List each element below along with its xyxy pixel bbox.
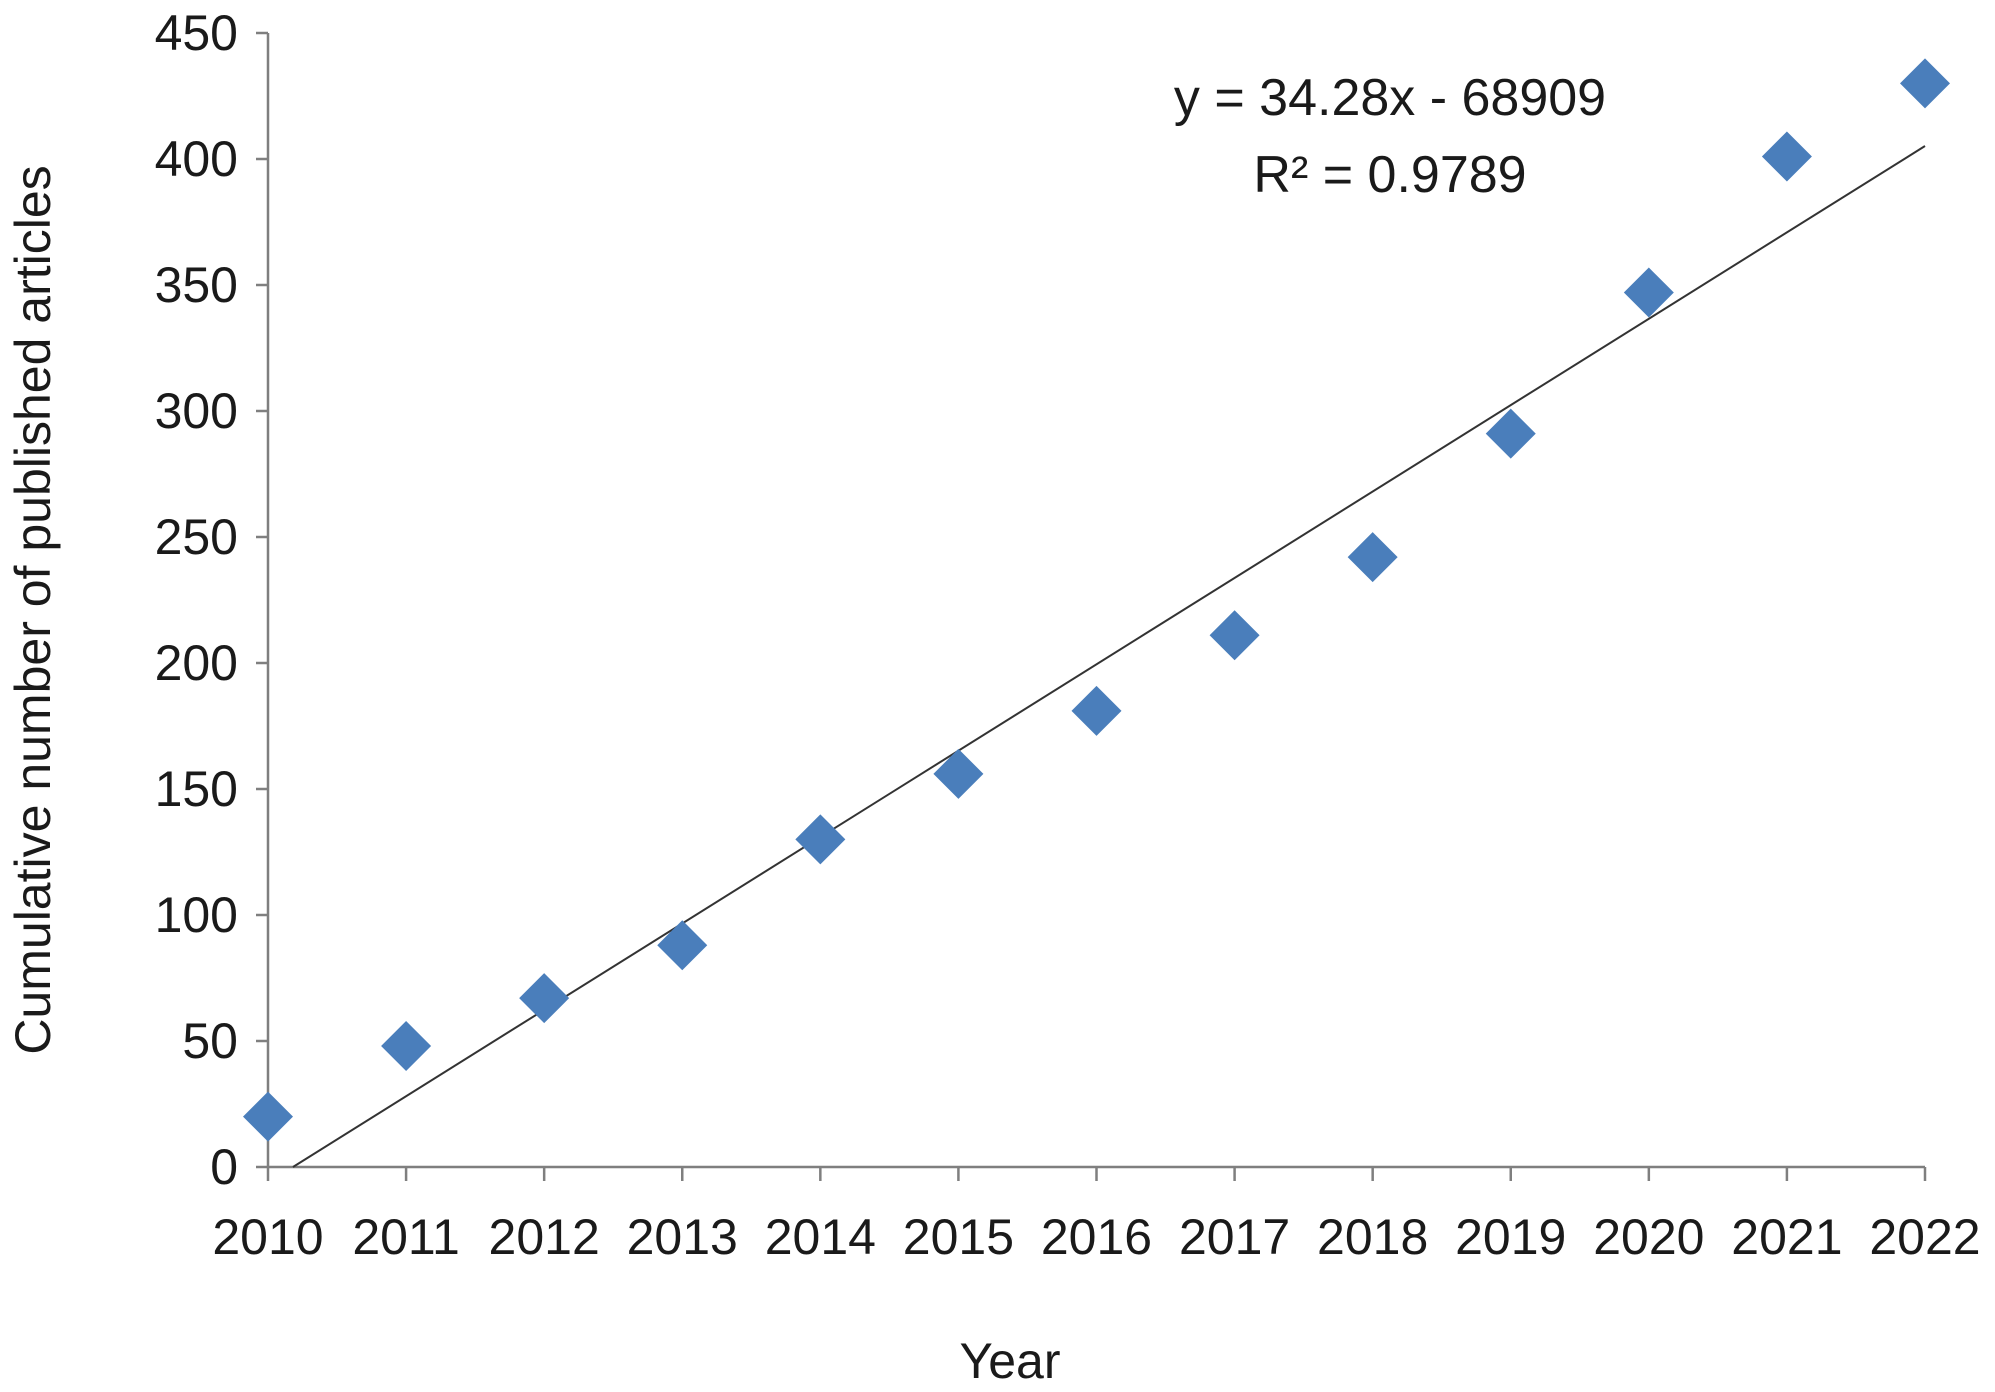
data-point-2019 — [1485, 408, 1536, 459]
data-point-2020 — [1623, 267, 1674, 318]
x-tick-label: 2012 — [489, 1209, 600, 1265]
y-tick-label: 0 — [210, 1139, 238, 1195]
axes — [266, 33, 1925, 1169]
y-axis-title: Cumulative number of published articles — [5, 165, 61, 1054]
data-point-2022 — [1900, 58, 1950, 109]
x-tick-label: 2010 — [212, 1209, 323, 1265]
x-tick-label: 2017 — [1179, 1209, 1290, 1265]
data-point-2017 — [1209, 610, 1260, 661]
x-tick-label: 2016 — [1041, 1209, 1152, 1265]
data-point-2015 — [933, 748, 984, 799]
data-point-2021 — [1761, 131, 1812, 182]
data-point-2013 — [657, 920, 708, 971]
data-point-2010 — [243, 1091, 293, 1142]
x-tick-label: 2019 — [1455, 1209, 1566, 1265]
y-tick-label: 450 — [155, 5, 238, 61]
x-tick-label: 2022 — [1869, 1209, 1980, 1265]
x-tick-label: 2018 — [1317, 1209, 1428, 1265]
y-tick-label: 250 — [155, 509, 238, 565]
data-point-2018 — [1347, 532, 1398, 583]
trendline-r2: R² = 0.9789 — [1253, 146, 1526, 204]
y-tick-label: 400 — [155, 131, 238, 187]
y-tick-label: 50 — [182, 1013, 238, 1069]
x-tick-label: 2015 — [903, 1209, 1014, 1265]
x-tick-label: 2020 — [1593, 1209, 1704, 1265]
data-point-2016 — [1071, 685, 1122, 736]
x-tick-label: 2014 — [765, 1209, 876, 1265]
x-tick-label: 2013 — [627, 1209, 738, 1265]
x-axis-title: Year — [959, 1333, 1060, 1389]
y-axis-ticks: 0 50 100 150 200 250 300 350 400 450 — [155, 5, 268, 1195]
data-points — [243, 58, 1950, 1142]
y-tick-label: 100 — [155, 887, 238, 943]
x-tick-label: 2011 — [352, 1209, 460, 1265]
data-point-2014 — [795, 814, 846, 865]
trendline-equation: y = 34.28x - 68909 — [1174, 69, 1606, 127]
y-tick-label: 200 — [155, 635, 238, 691]
x-axis-ticks: 2010 2011 2012 2013 2014 2015 2016 2017 2018 2019… — [212, 1167, 1981, 1265]
y-tick-label: 350 — [155, 257, 238, 313]
data-point-2012 — [519, 973, 570, 1024]
y-tick-label: 300 — [155, 383, 238, 439]
x-tick-label: 2021 — [1731, 1209, 1842, 1265]
data-point-2011 — [381, 1021, 432, 1072]
y-tick-label: 150 — [155, 761, 238, 817]
